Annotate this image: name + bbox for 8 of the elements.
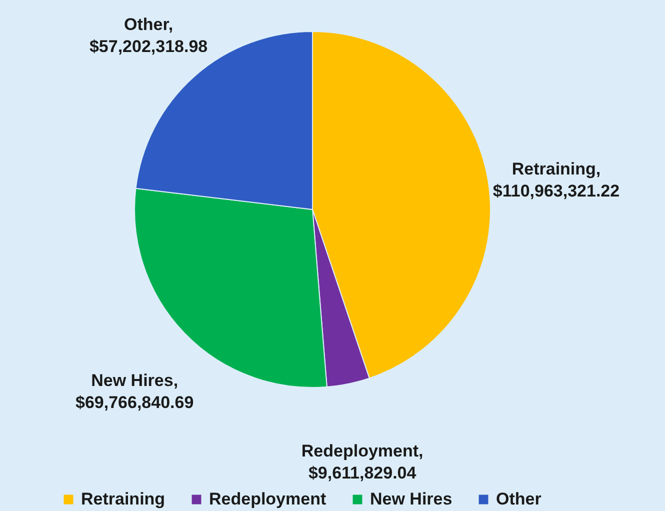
data-label: New Hires, $69,766,840.69 [75, 370, 194, 412]
legend-label: Redeployment [209, 490, 326, 509]
legend-label: New Hires [370, 490, 452, 509]
data-label: Other, $57,202,318.98 [89, 14, 208, 56]
legend-label: Retraining [81, 490, 166, 509]
data-label: Redeployment, $9,611,829.04 [301, 441, 424, 482]
data-label: Retraining, $110,963,321.22 [492, 160, 620, 201]
legend-label: Other [496, 490, 542, 509]
